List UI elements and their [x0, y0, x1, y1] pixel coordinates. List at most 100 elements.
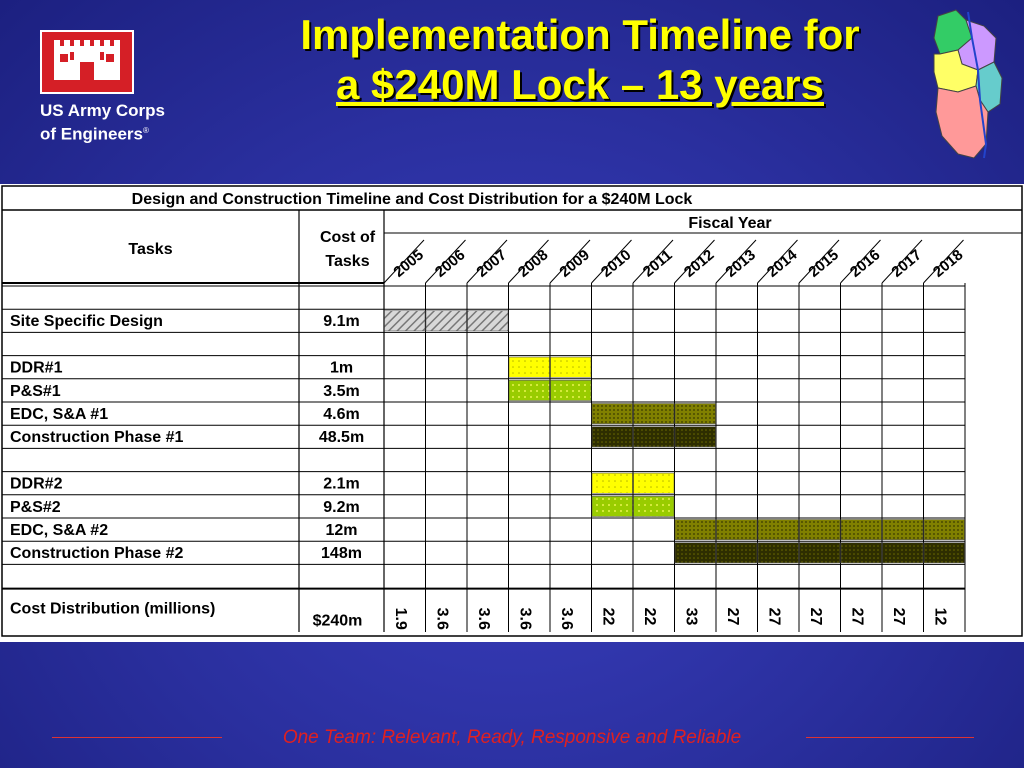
task-name: DDR#1 — [10, 360, 63, 377]
distribution-value: 22 — [641, 608, 658, 626]
year-label-2007: 2007 — [473, 246, 509, 280]
timeline-bar-hatch — [425, 310, 467, 332]
org-line-2: of Engineers — [40, 124, 143, 144]
timeline-bar-dark — [674, 542, 716, 564]
year-header-divider — [632, 239, 674, 284]
castle-icon — [54, 40, 120, 80]
distribution-value: 27 — [807, 608, 824, 626]
timeline-bar-dark — [716, 542, 758, 564]
distribution-value: 27 — [849, 608, 866, 626]
timeline-bar-dark — [882, 542, 924, 564]
task-name: Construction Phase #2 — [10, 545, 183, 562]
timeline-grid: Design and Construction Timeline and Cos… — [1, 185, 1023, 637]
table-caption: Design and Construction Timeline and Cos… — [132, 191, 693, 208]
year-label-2015: 2015 — [805, 246, 841, 280]
year-label-2006: 2006 — [432, 246, 468, 280]
distribution-total: $240m — [313, 613, 363, 630]
timeline-bar-green — [591, 496, 633, 517]
task-name: P&S#1 — [10, 383, 61, 400]
distribution-value: 3.6 — [434, 608, 451, 630]
year-label-2018: 2018 — [930, 246, 966, 280]
year-label-2017: 2017 — [888, 246, 924, 280]
distribution-value: 3.6 — [517, 608, 534, 630]
year-header-divider — [425, 239, 466, 284]
org-line-1: US Army Corps — [40, 101, 166, 120]
task-name: DDR#2 — [10, 476, 63, 493]
year-header-divider — [549, 239, 591, 284]
year-header-divider — [383, 239, 425, 284]
timeline-bar-hatch — [384, 310, 426, 332]
tasks-header: Tasks — [128, 241, 172, 258]
task-cost: 9.2m — [323, 499, 359, 516]
timeline-bar-green — [550, 380, 592, 401]
year-header-divider — [881, 239, 923, 284]
year-header-divider — [798, 239, 840, 284]
timeline-bar-olive — [591, 403, 633, 424]
fiscal-year-label: Fiscal Year — [688, 215, 771, 232]
title-line-2: a $240M Lock – 13 years — [335, 61, 824, 108]
year-header-divider — [466, 239, 508, 284]
distribution-value: 3.6 — [558, 608, 575, 630]
task-name: EDC, S&A #2 — [10, 522, 108, 539]
timeline-bar-green — [508, 380, 550, 401]
timeline-bar-dark — [591, 426, 633, 448]
timeline-table: Design and Construction Timeline and Cos… — [0, 184, 1024, 642]
timeline-bar-yellow — [591, 472, 633, 494]
year-header-divider — [757, 239, 798, 284]
year-header-divider — [715, 239, 757, 284]
distribution-value: 22 — [600, 608, 617, 626]
year-label-2008: 2008 — [515, 246, 551, 280]
task-cost: 4.6m — [323, 406, 359, 423]
year-label-2005: 2005 — [390, 246, 426, 280]
year-label-2012: 2012 — [681, 246, 717, 280]
timeline-bar-olive — [923, 519, 965, 540]
year-header-divider — [674, 239, 715, 284]
timeline-bar-olive — [674, 519, 716, 540]
year-header-divider — [591, 239, 632, 284]
task-name: P&S#2 — [10, 499, 61, 516]
year-header-divider — [840, 239, 881, 284]
task-cost: 2.1m — [323, 476, 359, 493]
organization-name: US Army Corps of Engineers® — [40, 101, 165, 145]
year-label-2016: 2016 — [847, 246, 883, 280]
title-line-1: Implementation Timeline for — [300, 11, 860, 58]
timeline-bar-yellow — [508, 356, 550, 378]
timeline-bar-dark — [757, 542, 799, 564]
timeline-bar-dark — [923, 542, 965, 564]
timeline-bar-olive — [882, 519, 924, 540]
distribution-value: 27 — [724, 608, 741, 626]
upper-mississippi-map-icon — [933, 9, 1003, 159]
task-cost: 48.5m — [319, 429, 364, 446]
year-label-2011: 2011 — [640, 247, 676, 281]
usace-castle-logo — [40, 30, 134, 94]
task-cost: 3.5m — [323, 383, 359, 400]
distribution-value: 1.9 — [392, 608, 409, 630]
task-name: Site Specific Design — [10, 313, 163, 330]
distribution-value: 3.6 — [475, 608, 492, 630]
page-title: Implementation Timeline for a $240M Lock… — [230, 10, 930, 110]
year-label-2010: 2010 — [598, 246, 634, 280]
year-header-divider — [508, 239, 549, 284]
timeline-bar-yellow — [550, 356, 592, 378]
distribution-value: 27 — [766, 608, 783, 626]
year-label-2013: 2013 — [722, 246, 758, 280]
distribution-value: 27 — [890, 608, 907, 626]
timeline-bar-olive — [633, 403, 675, 424]
timeline-bar-dark — [840, 542, 882, 564]
table-border — [1, 185, 1023, 637]
timeline-bar-green — [633, 496, 675, 517]
year-label-2014: 2014 — [764, 246, 801, 281]
year-label-2009: 2009 — [556, 246, 592, 280]
timeline-bar-hatch — [467, 310, 509, 332]
timeline-bar-olive — [674, 403, 716, 424]
timeline-bar-olive — [799, 519, 841, 540]
distribution-label: Cost Distribution (millions) — [10, 601, 215, 618]
footer-tagline: One Team: Relevant, Ready, Responsive an… — [282, 727, 742, 748]
cost-header-line-2: Tasks — [325, 253, 369, 270]
timeline-bar-olive — [840, 519, 882, 540]
timeline-bar-olive — [716, 519, 758, 540]
task-cost: 9.1m — [323, 313, 359, 330]
task-cost: 148m — [321, 545, 362, 562]
footer-rule-left — [52, 737, 222, 738]
footer-rule-right — [806, 737, 974, 738]
